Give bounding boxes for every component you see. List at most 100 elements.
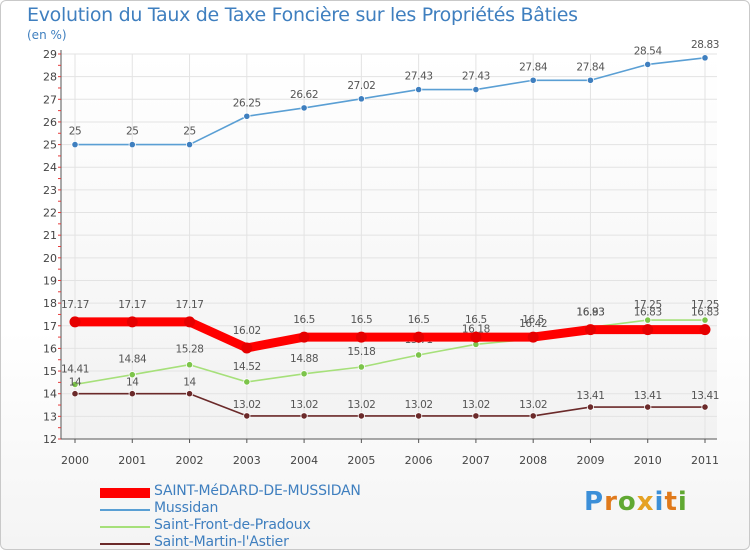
data-label: 13.41 — [691, 390, 719, 402]
data-point — [69, 316, 81, 328]
data-label: 16.02 — [233, 325, 261, 337]
data-point — [300, 412, 308, 420]
data-label: 16.5 — [465, 314, 487, 326]
data-label: 14.88 — [290, 353, 318, 365]
legend-label: Saint-Martin-l'Astier — [154, 534, 289, 550]
logo-letter: x — [636, 487, 655, 517]
data-point — [701, 316, 709, 324]
data-label: 26.25 — [233, 97, 261, 109]
data-point — [584, 324, 596, 336]
data-label: 15.28 — [176, 344, 204, 356]
data-point — [472, 412, 480, 420]
data-label: 13.41 — [576, 390, 604, 402]
data-label: 16.83 — [576, 307, 604, 319]
data-point — [243, 378, 251, 386]
data-label: 15.18 — [347, 346, 375, 358]
y-tick-label: 16 — [43, 342, 57, 355]
logo-letter: t — [664, 487, 678, 517]
y-tick-label: 17 — [43, 320, 57, 333]
data-label: 16.42 — [519, 318, 547, 330]
data-label: 14.84 — [118, 354, 147, 366]
data-label: 17.25 — [634, 299, 662, 311]
data-point — [128, 371, 136, 379]
legend-swatch — [100, 488, 150, 498]
data-point — [415, 351, 423, 359]
x-tick-label: 2010 — [634, 454, 662, 467]
data-point — [126, 316, 138, 328]
series-line — [70, 317, 710, 353]
data-label: 13.02 — [290, 399, 318, 411]
x-tick-label: 2000 — [61, 454, 89, 467]
data-label: 28.54 — [634, 45, 663, 57]
data-label: 17.17 — [176, 299, 204, 311]
y-tick-label: 21 — [43, 229, 57, 242]
data-label: 14 — [126, 377, 139, 389]
data-point — [357, 363, 365, 371]
data-point — [642, 324, 654, 336]
data-label: 14.41 — [61, 363, 89, 375]
data-label: 13.02 — [405, 399, 433, 411]
y-tick-label: 12 — [43, 433, 57, 446]
data-point — [586, 403, 595, 411]
y-tick-label: 18 — [43, 297, 57, 310]
y-tick-label: 23 — [43, 184, 57, 197]
data-label: 16.83 — [634, 307, 662, 319]
x-tick-label: 2003 — [233, 454, 261, 467]
data-label: 14 — [69, 377, 82, 389]
data-point — [415, 85, 423, 94]
data-point — [470, 331, 482, 343]
legend-label: SAINT-MéDARD-DE-MUSSIDAN — [154, 483, 361, 499]
data-point — [71, 390, 79, 398]
y-tick-label: 25 — [43, 139, 57, 152]
data-label: 27.43 — [462, 71, 490, 83]
data-point — [71, 140, 79, 149]
data-point — [527, 331, 539, 343]
data-label: 28.83 — [691, 39, 719, 51]
y-tick-label: 22 — [43, 207, 57, 220]
y-tick-label: 20 — [43, 252, 57, 265]
data-point — [701, 54, 709, 62]
data-point — [415, 412, 423, 420]
data-point — [185, 361, 194, 369]
data-point — [357, 95, 365, 103]
data-point — [699, 324, 711, 336]
y-tick-label: 29 — [43, 48, 57, 61]
data-label: 25 — [183, 126, 196, 138]
x-tick-label: 2006 — [405, 454, 433, 467]
x-tick-label: 2001 — [118, 454, 146, 467]
data-point — [300, 370, 308, 378]
y-tick-label: 26 — [43, 116, 57, 129]
logo-letter: i — [677, 487, 688, 517]
data-point — [298, 331, 310, 343]
data-label: 17.25 — [691, 299, 719, 311]
data-label: 13.02 — [519, 399, 547, 411]
legend-label: Mussidan — [154, 500, 219, 516]
data-point — [644, 403, 652, 411]
data-point — [357, 412, 365, 420]
y-tick-label: 24 — [43, 161, 57, 174]
y-tick-label: 28 — [43, 71, 57, 84]
data-point — [300, 104, 308, 112]
chart-title: Evolution du Taux de Taxe Foncière sur l… — [27, 4, 578, 26]
data-point — [644, 60, 652, 69]
y-tick-label: 15 — [43, 365, 57, 378]
legend-swatch — [100, 509, 150, 511]
data-label: 16.83 — [691, 307, 719, 319]
data-point — [71, 380, 79, 389]
data-point — [128, 140, 136, 149]
logo-letter: P — [584, 487, 605, 517]
data-label: 14 — [183, 377, 196, 389]
x-tick-label: 2008 — [519, 454, 547, 467]
data-point — [644, 316, 652, 324]
data-point — [243, 112, 251, 120]
x-tick-label: 2004 — [290, 454, 318, 467]
data-point — [472, 85, 480, 94]
y-tick-label: 14 — [43, 388, 57, 401]
x-tick-label: 2002 — [176, 454, 204, 467]
data-point — [241, 342, 253, 354]
data-label: 27.84 — [576, 61, 605, 73]
y-tick-label: 27 — [43, 93, 57, 106]
data-point — [355, 331, 367, 343]
x-tick-label: 2009 — [576, 454, 604, 467]
